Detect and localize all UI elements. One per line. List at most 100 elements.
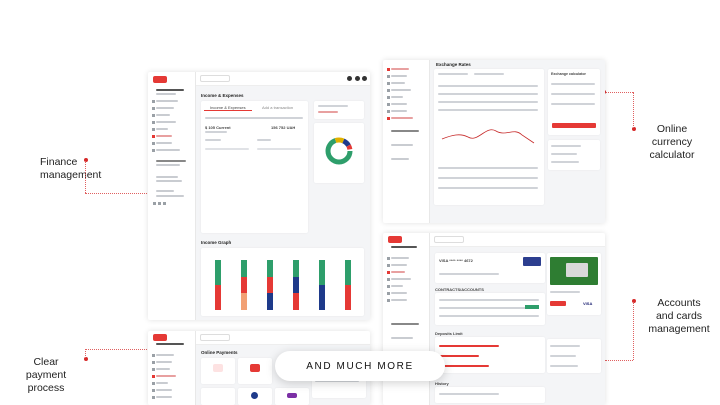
sidebar-item[interactable] [391, 278, 411, 280]
graph-bar-column [319, 260, 325, 310]
sidebar-item-active[interactable] [156, 375, 176, 377]
widget-line [318, 111, 338, 113]
sidebar-item[interactable] [391, 299, 407, 301]
order-button[interactable] [550, 301, 566, 306]
exchange-button[interactable] [552, 123, 596, 128]
link-item[interactable] [551, 161, 579, 163]
notification-icon[interactable] [355, 76, 360, 81]
amount-input[interactable] [551, 93, 595, 95]
nav-icon [387, 292, 390, 295]
payment-tile[interactable] [201, 358, 235, 384]
amount-input[interactable] [551, 103, 595, 105]
sidebar-item-active[interactable] [391, 271, 405, 273]
graph-bar-segment [241, 276, 247, 294]
side-widget [314, 101, 364, 119]
graph-bar-column [345, 260, 351, 310]
nav-icon [387, 271, 390, 274]
sidebar-item[interactable] [156, 128, 168, 130]
social-icon[interactable] [163, 202, 166, 205]
exchange-calculator-panel: Exchange calculator [548, 69, 600, 135]
sidebar-item[interactable] [156, 100, 178, 102]
sidebar-item[interactable] [391, 75, 407, 77]
rate-row [438, 187, 538, 189]
sidebar-item[interactable] [156, 142, 172, 144]
sidebar-item[interactable] [156, 368, 170, 370]
payment-tile[interactable] [238, 388, 272, 405]
callout-connector [85, 349, 149, 350]
sidebar-item[interactable] [156, 382, 168, 384]
graph-bar-column [267, 260, 273, 310]
callout-accounts-cards: Accounts and cards management [648, 297, 710, 335]
search-input[interactable] [200, 75, 230, 82]
card-thumbnail[interactable] [523, 257, 541, 266]
sidebar-item[interactable] [391, 110, 407, 112]
graph-bar-segment [267, 293, 273, 310]
avatar[interactable] [362, 76, 367, 81]
sidebar-item[interactable] [391, 285, 403, 287]
callout-dot [84, 357, 88, 361]
link-item[interactable] [551, 153, 577, 155]
link-item[interactable] [550, 345, 580, 347]
help-icon[interactable] [347, 76, 352, 81]
sidebar-item[interactable] [156, 149, 180, 151]
sidebar-item[interactable] [391, 264, 407, 266]
sidebar-section [391, 337, 413, 339]
sidebar-item[interactable] [391, 292, 407, 294]
filters-row[interactable] [205, 117, 303, 119]
sidebar-item[interactable] [391, 103, 407, 105]
sidebar-item[interactable] [156, 121, 176, 123]
sidebar-item[interactable] [156, 361, 172, 363]
search-input[interactable] [434, 236, 464, 243]
sidebar-item[interactable] [391, 89, 411, 91]
sidebar-section [156, 180, 182, 182]
sidebar [383, 60, 430, 223]
sidebar-banner [156, 164, 180, 166]
nav-icon [152, 396, 155, 399]
sidebar-item[interactable] [391, 117, 413, 119]
callout-payment-process: Clear payment process [25, 356, 67, 394]
sidebar-item[interactable] [391, 257, 409, 259]
income-label [205, 139, 221, 141]
sidebar-item[interactable] [156, 354, 174, 356]
sidebar-item-active[interactable] [391, 68, 409, 70]
payment-tile[interactable] [238, 358, 272, 384]
nav-icon [387, 110, 390, 113]
tab-income-expenses[interactable]: Income & Expenses [204, 104, 252, 111]
sidebar-item[interactable] [156, 389, 172, 391]
sidebar-item-active[interactable] [156, 135, 172, 137]
link-item[interactable] [550, 365, 578, 367]
graph-bar-segment [345, 260, 351, 285]
nav-icon [387, 96, 390, 99]
quick-links [547, 339, 601, 373]
amount-input[interactable] [551, 83, 595, 85]
sidebar-section [156, 190, 174, 192]
graph-bar-segment [293, 276, 299, 294]
link-item[interactable] [551, 145, 581, 147]
payment-tile[interactable] [275, 388, 309, 405]
and-much-more-label: AND MUCH MORE [306, 360, 414, 372]
social-icon[interactable] [158, 202, 161, 205]
rate-row [438, 101, 538, 103]
income-expenses-card: Income & Expenses Add a transaction $ 10… [201, 101, 308, 233]
history-heading: History [435, 381, 449, 386]
table-row [439, 315, 539, 317]
payment-tile[interactable] [201, 388, 235, 405]
graph-bar-segment [293, 293, 299, 310]
sidebar-section [391, 144, 413, 146]
link-item[interactable] [550, 355, 576, 357]
sidebar-item[interactable] [391, 96, 403, 98]
search-input[interactable] [200, 334, 230, 341]
sidebar-banner [391, 130, 419, 132]
sidebar [148, 331, 196, 405]
income-graph-card [201, 248, 364, 316]
sidebar-item[interactable] [391, 82, 405, 84]
tab-add-transaction[interactable]: Add a transaction [262, 105, 294, 110]
user-name [156, 343, 184, 345]
social-icon[interactable] [153, 202, 156, 205]
sidebar-item[interactable] [156, 114, 170, 116]
period-select[interactable] [474, 73, 504, 75]
sidebar-item[interactable] [156, 107, 174, 109]
promo-card: VISA [547, 253, 601, 315]
currency-select[interactable] [438, 73, 468, 75]
sidebar-item[interactable] [156, 396, 172, 398]
